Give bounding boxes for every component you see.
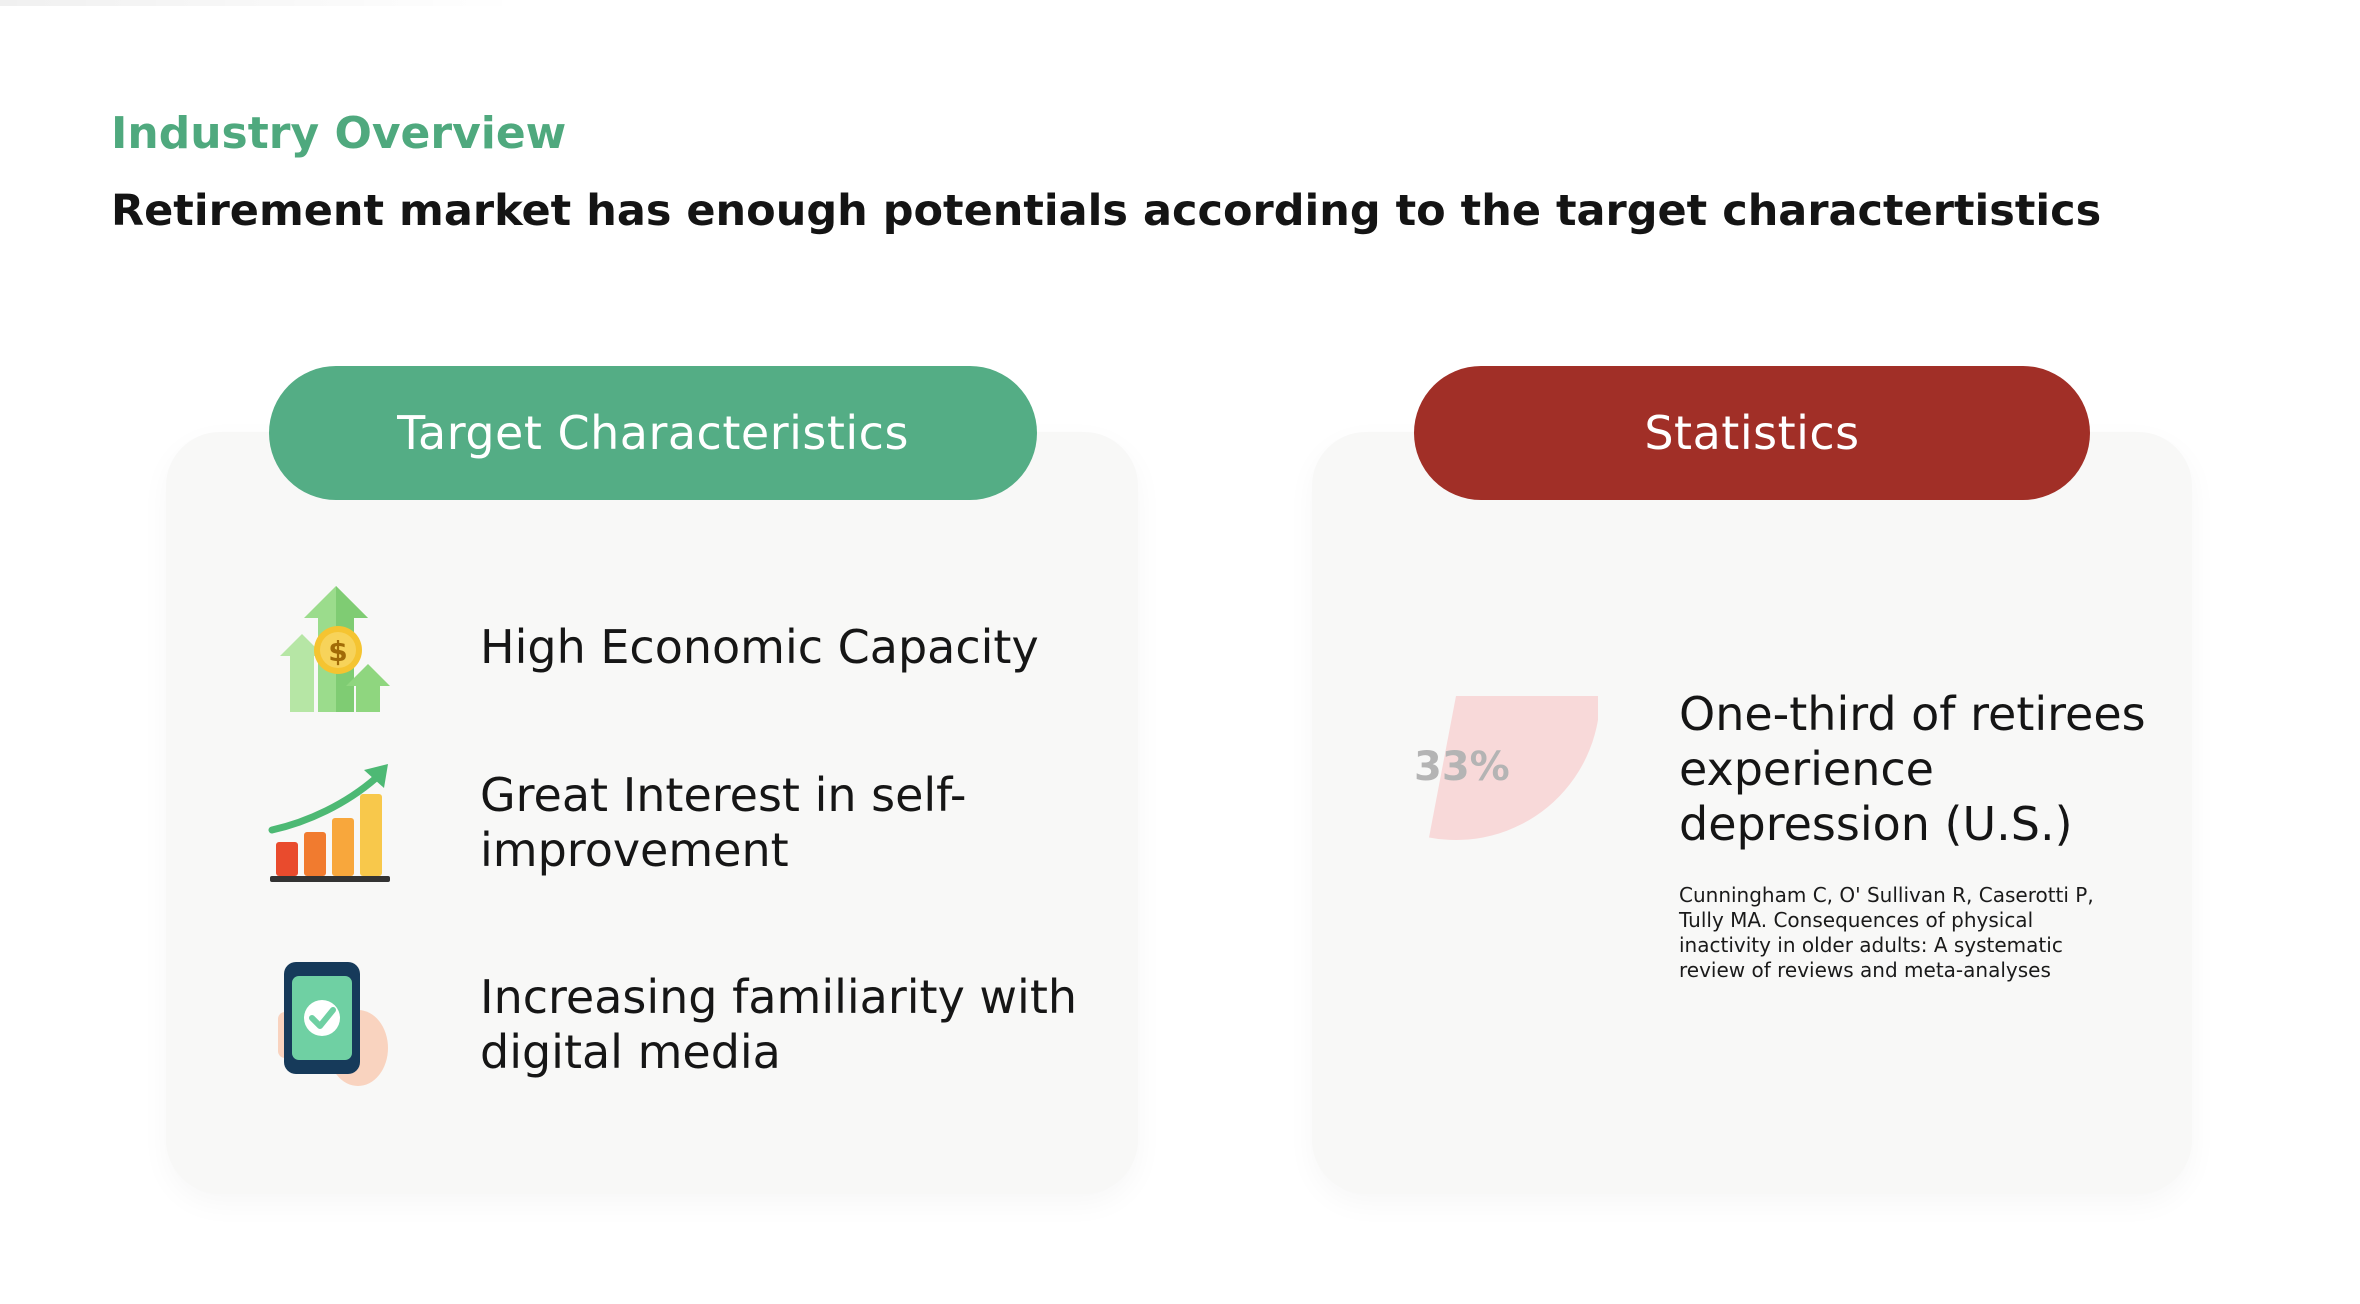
growth-chart-icon (268, 764, 390, 882)
smartphone-check-icon (278, 962, 388, 1086)
pie-slice-33 (1429, 696, 1598, 840)
top-edge-shadow (0, 0, 520, 6)
depression-pie-chart: 33% (1414, 696, 1598, 840)
feature-digital-media-familiarity: Increasing familiarity with digital medi… (480, 970, 1078, 1079)
statistic-text: One-third of retirees experience depress… (1679, 687, 2146, 851)
statistics-header: Statistics (1414, 366, 2090, 500)
page-title: Retirement market has enough potentials … (111, 186, 2102, 236)
pie-data-label: 33% (1414, 744, 1510, 790)
target-characteristics-header: Target Characteristics (269, 366, 1037, 500)
feature-self-improvement: Great Interest in self-improvement (480, 768, 967, 877)
svg-text:$: $ (328, 635, 347, 668)
feature-high-economic-capacity: High Economic Capacity (480, 620, 1039, 674)
section-eyebrow: Industry Overview (111, 108, 567, 159)
citation-text: Cunningham C, O' Sullivan R, Caserotti P… (1679, 883, 2094, 982)
money-growth-icon: $ (280, 586, 390, 712)
